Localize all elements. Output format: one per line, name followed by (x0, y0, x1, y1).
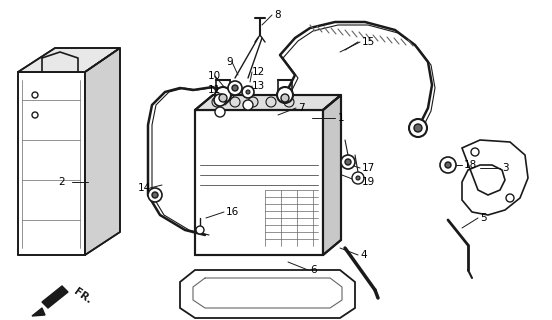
Circle shape (228, 81, 242, 95)
Text: 9: 9 (226, 57, 232, 67)
Circle shape (243, 100, 253, 110)
Text: 17: 17 (362, 163, 375, 173)
Circle shape (219, 94, 227, 102)
Circle shape (212, 97, 222, 107)
Text: 7: 7 (298, 103, 305, 113)
Circle shape (341, 155, 355, 169)
Text: 19: 19 (362, 177, 375, 187)
Text: 16: 16 (226, 207, 239, 217)
Circle shape (32, 92, 38, 98)
Bar (216, 80, 230, 95)
Circle shape (214, 94, 226, 106)
Polygon shape (18, 48, 120, 72)
Circle shape (352, 172, 364, 184)
Circle shape (230, 97, 240, 107)
Polygon shape (323, 95, 341, 255)
Text: 3: 3 (502, 163, 508, 173)
Circle shape (409, 119, 427, 137)
Circle shape (281, 94, 289, 102)
Circle shape (266, 97, 276, 107)
Circle shape (32, 112, 38, 118)
Circle shape (414, 124, 422, 132)
Text: 2: 2 (58, 177, 65, 187)
Circle shape (506, 194, 514, 202)
Text: 15: 15 (362, 37, 375, 47)
Polygon shape (195, 95, 341, 110)
Text: 6: 6 (310, 265, 317, 275)
Text: 13: 13 (252, 81, 266, 91)
Circle shape (471, 148, 479, 156)
Text: 4: 4 (360, 250, 367, 260)
Circle shape (196, 226, 204, 234)
Text: 14: 14 (138, 183, 151, 193)
Circle shape (440, 157, 456, 173)
Circle shape (248, 97, 258, 107)
Circle shape (284, 97, 294, 107)
Circle shape (215, 87, 231, 103)
Circle shape (246, 90, 250, 94)
Polygon shape (18, 72, 85, 255)
Text: 11: 11 (208, 85, 221, 95)
Text: 10: 10 (208, 71, 221, 81)
Circle shape (277, 87, 293, 103)
Text: 18: 18 (464, 160, 477, 170)
Text: 1: 1 (338, 113, 344, 123)
Circle shape (345, 159, 351, 165)
Circle shape (232, 85, 238, 91)
Circle shape (445, 162, 451, 168)
Circle shape (148, 188, 162, 202)
Text: 5: 5 (480, 213, 487, 223)
Polygon shape (85, 48, 120, 255)
Polygon shape (462, 140, 528, 215)
Bar (278, 80, 292, 95)
Text: 12: 12 (252, 67, 266, 77)
Circle shape (356, 176, 360, 180)
Polygon shape (42, 286, 68, 308)
Polygon shape (195, 110, 323, 255)
Circle shape (242, 86, 254, 98)
Text: 8: 8 (274, 10, 280, 20)
Polygon shape (32, 308, 45, 316)
Polygon shape (180, 270, 355, 318)
Text: FR.: FR. (72, 286, 94, 306)
Circle shape (215, 107, 225, 117)
Circle shape (152, 192, 158, 198)
